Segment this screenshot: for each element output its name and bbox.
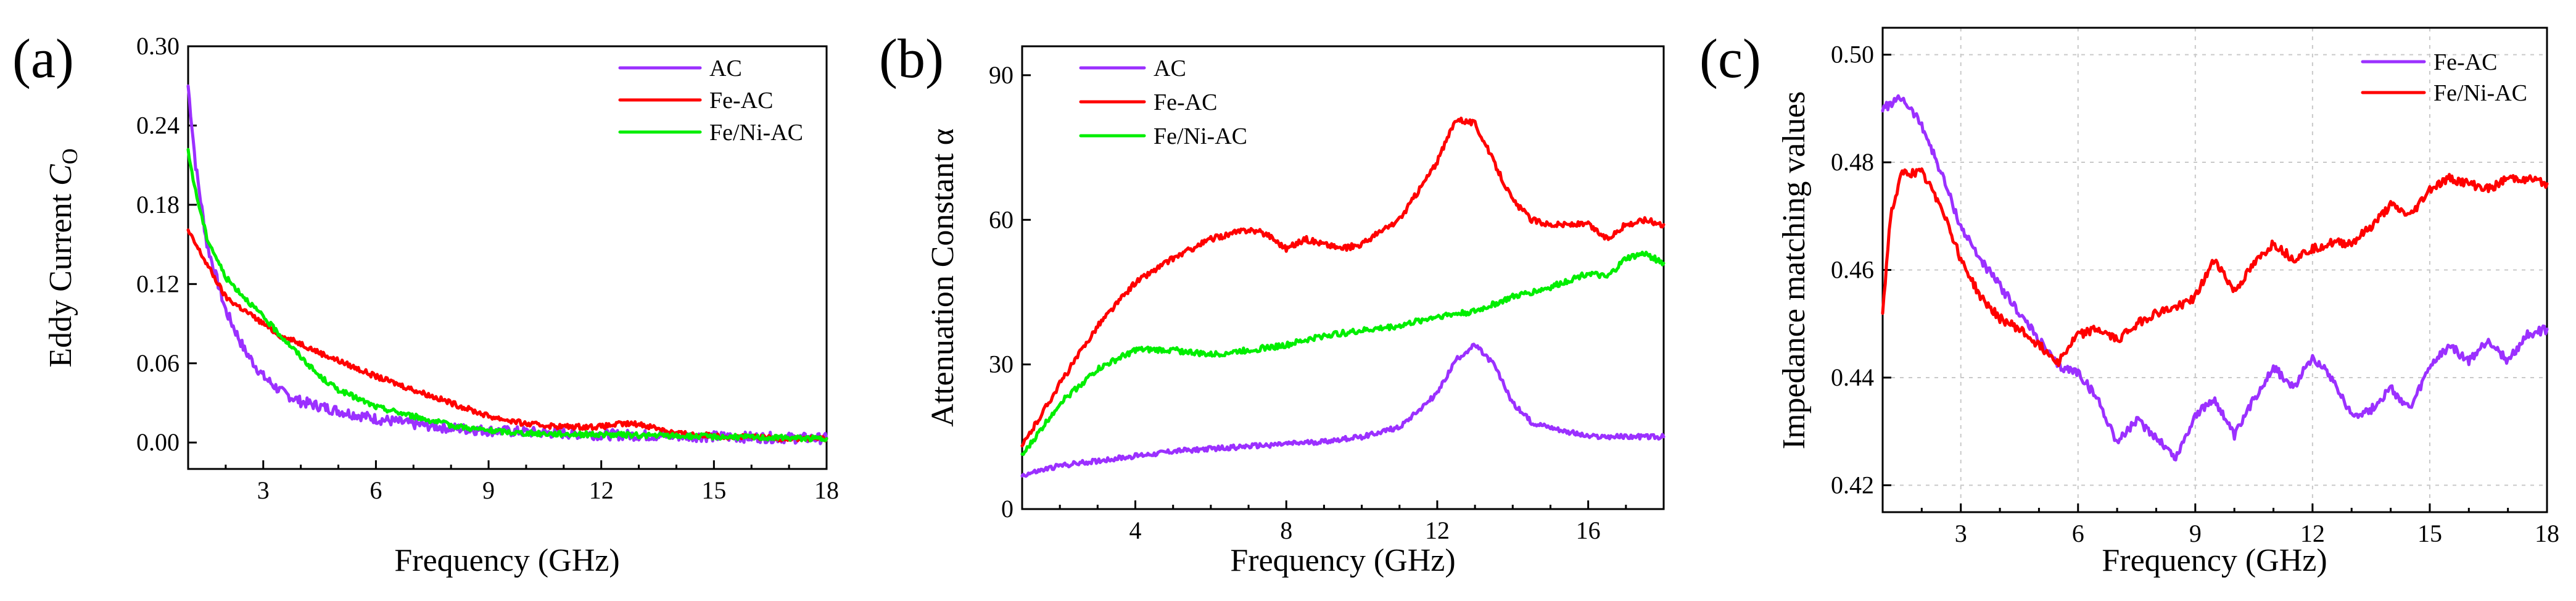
panel-a-ticks: 3 6 9 12 15 18 0.00 0.06 0.12 0.18 0.24 0.30 bbox=[136, 32, 839, 504]
panel-b-attenuation-chart: (b) 4 8 12 16 0 30 60 90 Frequency (GHz) Attenu… bbox=[879, 28, 1666, 578]
panel-a-legend: AC Fe-AC Fe/Ni-AC bbox=[618, 56, 803, 146]
y-tick-label: 0.12 bbox=[136, 270, 180, 297]
panel-c-legend: Fe-AC Fe/Ni-AC bbox=[2361, 49, 2527, 106]
panel-a-series bbox=[186, 84, 828, 446]
panel-a-label: (a) bbox=[12, 28, 74, 89]
panel-a-x-axis-label: Frequency (GHz) bbox=[394, 543, 619, 578]
legend-c-fe-ac-label: Fe-AC bbox=[2434, 49, 2497, 75]
y-tick-label: 0.42 bbox=[1831, 471, 1874, 499]
panel-b-plot-frame bbox=[1021, 45, 1665, 510]
series-b-ac-line bbox=[1020, 342, 1666, 478]
panel-c-ticks: 3 6 9 12 15 18 0.42 0.44 0.46 0.48 0.50 bbox=[1831, 41, 2559, 547]
panel-b-legend: AC Fe-AC Fe/Ni-AC bbox=[1079, 56, 1247, 149]
series-c-fe-ac-line bbox=[1881, 94, 2549, 462]
x-tick-label: 3 bbox=[1955, 520, 1967, 547]
y-tick-label: 0 bbox=[1001, 495, 1013, 523]
panel-b-y-axis-label: Attenuation Constant α bbox=[925, 128, 960, 427]
x-tick-label: 16 bbox=[1576, 516, 1601, 544]
x-tick-label: 18 bbox=[2535, 520, 2559, 547]
series-b-fe-ac-line bbox=[1020, 117, 1666, 448]
x-tick-label: 6 bbox=[369, 476, 382, 504]
legend-b-ac-label: AC bbox=[1154, 56, 1186, 81]
y-tick-label: 90 bbox=[989, 61, 1013, 89]
x-tick-label: 12 bbox=[1425, 516, 1450, 544]
panel-c-y-axis-label: Impedance matching values bbox=[1777, 91, 1812, 449]
series-b-fe-ni-ac-line bbox=[1020, 251, 1666, 456]
panel-a-eddy-current-chart: (a) 3 6 9 12 15 18 0.00 0.06 0.12 0.18 0.24 0.30 Fr… bbox=[12, 28, 839, 578]
panel-a-plot-frame bbox=[187, 45, 828, 470]
panel-b-x-axis-label: Frequency (GHz) bbox=[1230, 543, 1455, 578]
y-tick-label: 0.18 bbox=[136, 191, 180, 218]
panel-a-y-axis-label-symbol: C bbox=[43, 164, 78, 186]
panel-a-y-axis-label: Eddy Current CO bbox=[43, 148, 82, 367]
legend-a-ac-label: AC bbox=[709, 56, 742, 81]
y-tick-label: 0.44 bbox=[1831, 363, 1874, 391]
y-tick-label: 0.46 bbox=[1831, 256, 1874, 284]
legend-a-fe-ni-ac-label: Fe/Ni-AC bbox=[709, 120, 803, 146]
panel-a-y-axis-label-text: Eddy Current bbox=[43, 186, 78, 368]
y-tick-label: 0.06 bbox=[136, 349, 180, 377]
y-tick-label: 0.50 bbox=[1831, 41, 1874, 68]
x-tick-label: 18 bbox=[814, 476, 839, 504]
x-tick-label: 9 bbox=[482, 476, 495, 504]
x-tick-label: 3 bbox=[257, 476, 270, 504]
panel-a-y-axis-label-subscript: O bbox=[57, 148, 82, 164]
x-tick-label: 12 bbox=[2300, 520, 2325, 547]
y-tick-label: 60 bbox=[989, 205, 1013, 233]
panel-b-label: (b) bbox=[879, 28, 944, 89]
panel-c-label: (c) bbox=[1699, 28, 1761, 89]
x-tick-label: 8 bbox=[1280, 516, 1292, 544]
x-tick-label: 9 bbox=[2189, 520, 2202, 547]
legend-c-fe-ni-ac-label: Fe/Ni-AC bbox=[2434, 80, 2527, 106]
y-tick-label: 0.48 bbox=[1831, 148, 1874, 176]
x-tick-label: 15 bbox=[2417, 520, 2442, 547]
x-tick-label: 4 bbox=[1129, 516, 1142, 544]
x-tick-label: 15 bbox=[701, 476, 726, 504]
panel-b-series bbox=[1020, 117, 1666, 478]
x-tick-label: 12 bbox=[589, 476, 614, 504]
panel-c-impedance-chart: (c) 3 6 9 12 15 18 0.42 0.44 0.46 0.48 0.50 Freque… bbox=[1699, 27, 2559, 578]
series-a-fe-ni-ac-line bbox=[186, 147, 828, 443]
legend-b-fe-ni-ac-label: Fe/Ni-AC bbox=[1154, 123, 1247, 149]
panel-c-series bbox=[1881, 94, 2549, 462]
y-tick-label: 0.00 bbox=[136, 428, 180, 456]
panel-c-x-axis-label: Frequency (GHz) bbox=[2102, 543, 2327, 578]
y-tick-label: 0.30 bbox=[136, 32, 180, 60]
x-tick-label: 6 bbox=[2072, 520, 2084, 547]
series-a-fe-ac-line bbox=[186, 228, 828, 443]
panel-b-ticks: 4 8 12 16 0 30 60 90 bbox=[989, 61, 1665, 544]
legend-b-fe-ac-label: Fe-AC bbox=[1154, 89, 1217, 115]
y-tick-label: 0.24 bbox=[136, 111, 180, 139]
y-tick-label: 30 bbox=[989, 350, 1013, 378]
legend-a-fe-ac-label: Fe-AC bbox=[709, 88, 773, 114]
series-c-fe-ni-ac-line bbox=[1881, 167, 2549, 367]
